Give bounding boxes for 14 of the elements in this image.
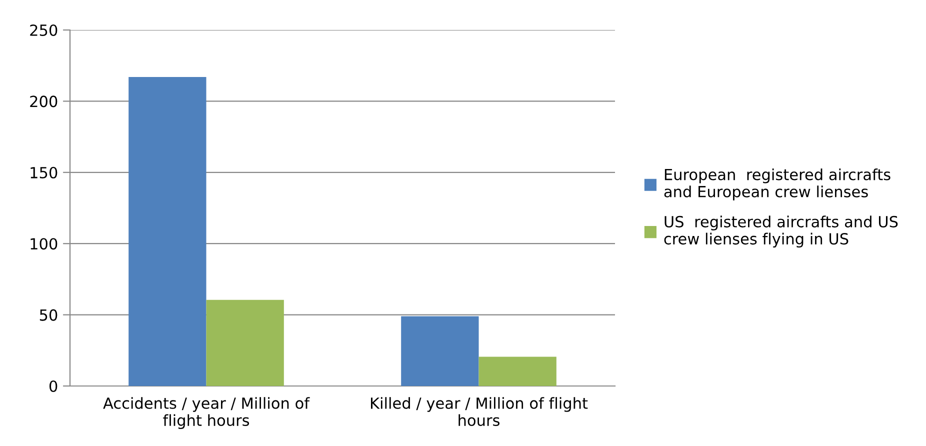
y-tick-label: 200 [30, 96, 58, 108]
legend-label: European registered aircrafts and European crew lienses [664, 168, 890, 200]
y-tick-label: 150 [30, 166, 58, 178]
bar [128, 76, 206, 386]
x-tick-label: Killed / year / Million of flight hours [370, 397, 588, 426]
y-tick-label: 0 [49, 380, 58, 392]
legend-label: US registered aircrafts and US crew lienses flying in US [664, 216, 898, 248]
bar [401, 316, 479, 386]
bar [206, 300, 284, 386]
bar [478, 356, 556, 386]
x-tick-label: Accidents / year / Million of flight hours [103, 397, 310, 430]
y-tick-label: 100 [30, 238, 58, 250]
y-tick-label: 250 [30, 24, 58, 36]
y-tick-label: 50 [40, 309, 58, 321]
